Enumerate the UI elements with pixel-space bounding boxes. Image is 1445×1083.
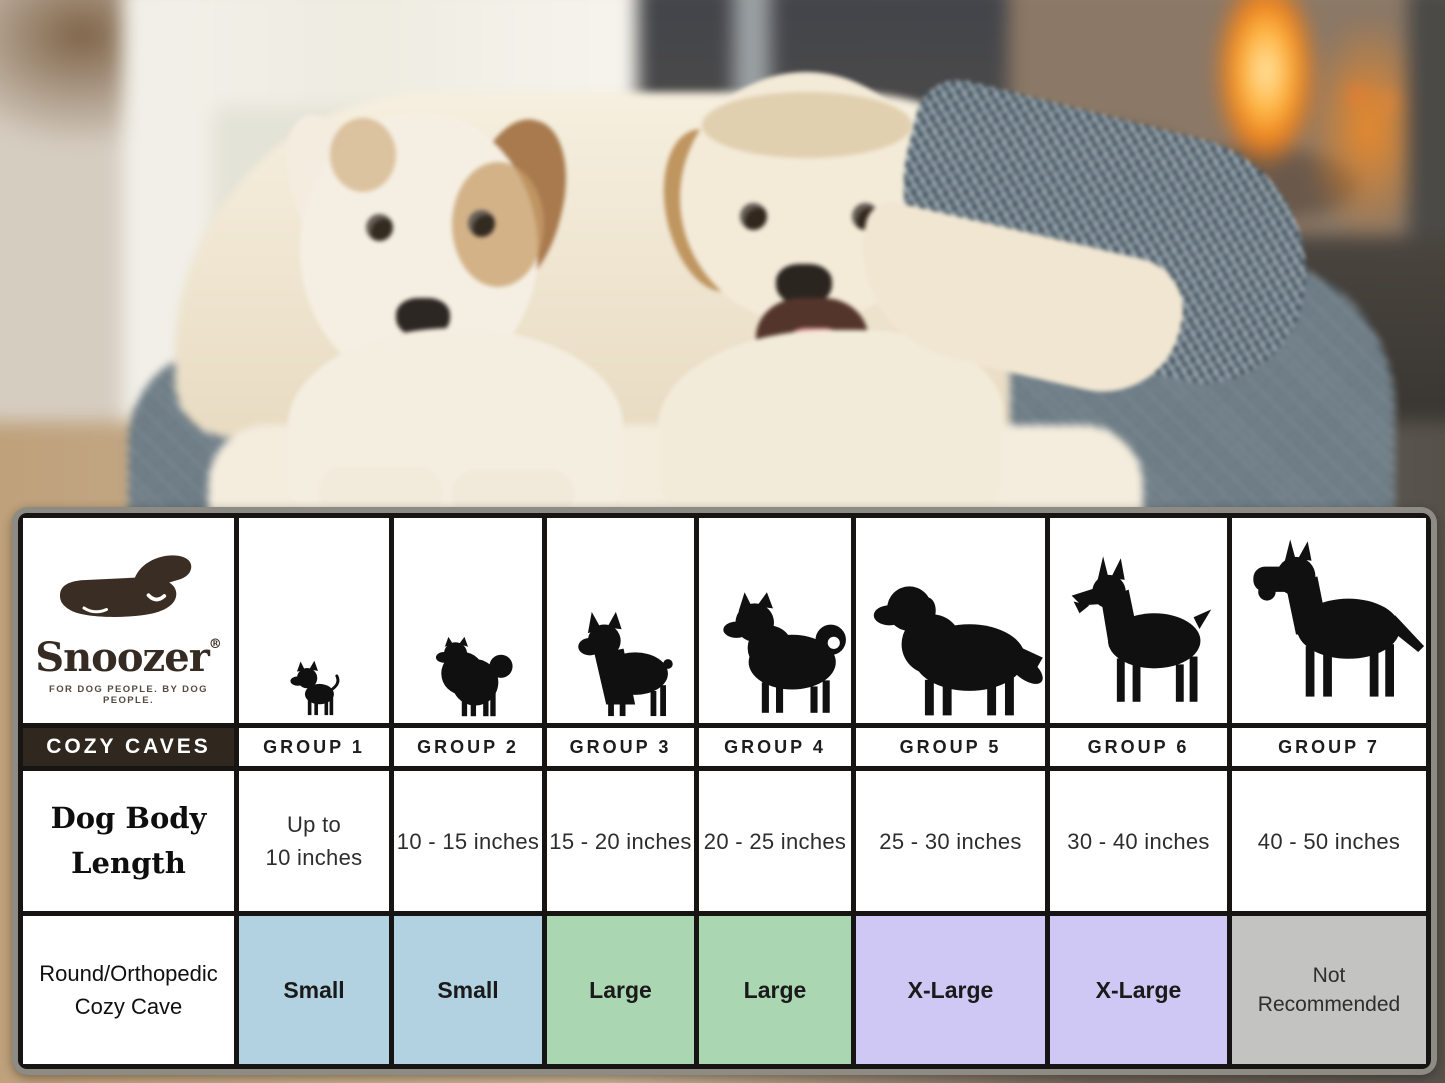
body-length-value: 15 - 20 inches (547, 771, 694, 911)
body-length-value: 20 - 25 inches (699, 771, 851, 911)
ember (1384, 94, 1399, 108)
registered-mark: ® (208, 636, 222, 652)
size-value: Not Recommended (1232, 916, 1426, 1064)
brand-wordmark: Snoozer® (35, 633, 222, 681)
flame (1214, 0, 1318, 170)
dog-silhouette-cell (1232, 518, 1426, 723)
dachshund-logo-icon (59, 554, 191, 617)
size-value: Large (547, 916, 694, 1064)
dog-silhouette-cell (1050, 518, 1227, 723)
chihuahua-silhouette-icon (290, 660, 340, 716)
size-value: Large (699, 916, 851, 1064)
size-value: Small (394, 916, 542, 1064)
logo-cell: Snoozer® FOR DOG PEOPLE. BY DOG PEOPLE. (23, 518, 234, 723)
left-dog-eye (366, 214, 393, 241)
body-length-value: 25 - 30 inches (856, 771, 1045, 911)
boston-terrier-silhouette-icon (578, 611, 673, 717)
right-dog-brow (702, 92, 912, 158)
right-dog-eye (740, 203, 767, 230)
size-chart-table: Snoozer® FOR DOG PEOPLE. BY DOG PEOPLE. (12, 507, 1437, 1075)
group-2-label: GROUP 2 (394, 728, 542, 766)
group-6-label: GROUP 6 (1050, 728, 1227, 766)
left-dog-tan-patch (330, 118, 396, 192)
body-length-value: 30 - 40 inches (1050, 771, 1227, 911)
body-length-value: 40 - 50 inches (1232, 771, 1426, 911)
cozy-caves-header: COZY CAVES (23, 728, 234, 766)
size-value: X-Large (856, 916, 1045, 1064)
size-value: X-Large (1050, 916, 1227, 1064)
body-length-value: Up to 10 inches (239, 771, 389, 911)
body-length-row-label: Dog Body Length (23, 771, 234, 911)
left-dog-tan-patch (452, 162, 544, 287)
body-length-value: 10 - 15 inches (394, 771, 542, 911)
pomeranian-silhouette-icon (435, 636, 513, 717)
product-row-label: Round/Orthopedic Cozy Cave (23, 916, 234, 1064)
shiba-inu-silhouette-icon (723, 592, 846, 713)
ember (1348, 86, 1365, 102)
group-5-label: GROUP 5 (856, 728, 1045, 766)
dog-silhouette-cell (394, 518, 542, 723)
left-dog-eye (468, 210, 495, 237)
dog-silhouette-cell (699, 518, 851, 723)
size-chart-border: Snoozer® FOR DOG PEOPLE. BY DOG PEOPLE. (18, 513, 1431, 1069)
group-1-label: GROUP 1 (239, 728, 389, 766)
golden-retriever-silhouette-icon (873, 586, 1043, 716)
group-3-label: GROUP 3 (547, 728, 694, 766)
size-chart-grid: Snoozer® FOR DOG PEOPLE. BY DOG PEOPLE. (23, 518, 1426, 1064)
brand-tagline: FOR DOG PEOPLE. BY DOG PEOPLE. (49, 683, 208, 706)
dog-silhouette-cell (856, 518, 1045, 723)
dog-silhouette-cell (547, 518, 694, 723)
right-dog-body (658, 330, 1003, 525)
doberman-silhouette-icon (1071, 556, 1212, 702)
great-dane-silhouette-icon (1253, 539, 1425, 697)
size-value: Small (239, 916, 389, 1064)
group-7-label: GROUP 7 (1232, 728, 1426, 766)
dog-silhouette-cell (239, 518, 389, 723)
group-4-label: GROUP 4 (699, 728, 851, 766)
